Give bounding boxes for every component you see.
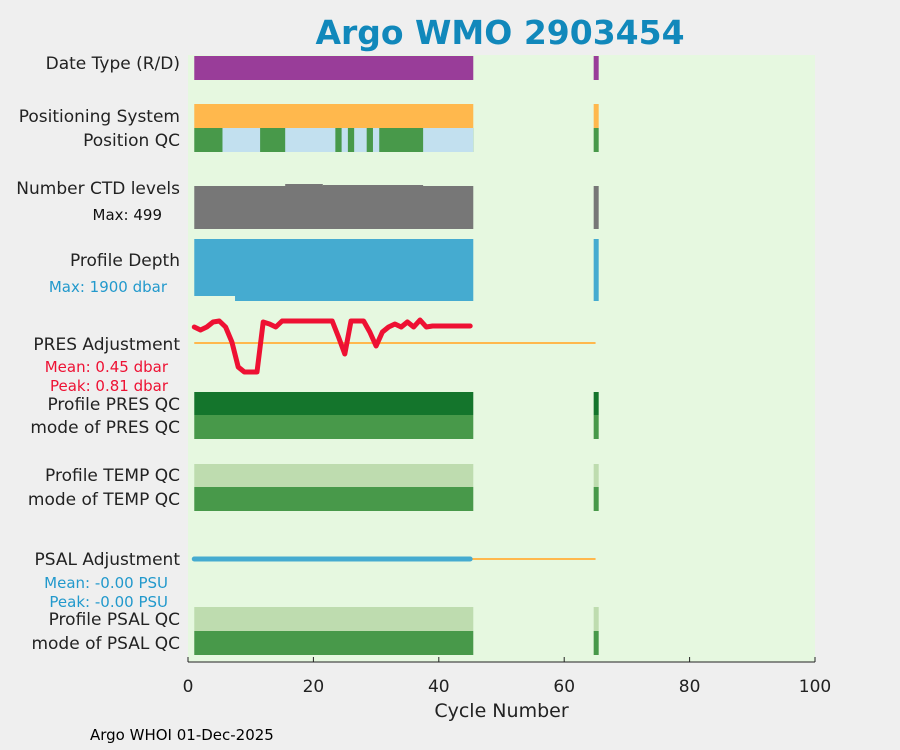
- profile-depth-bar-1: [593, 239, 599, 296]
- row-label-position-qc: Position QC: [83, 131, 180, 151]
- date-type-bar-1: [593, 56, 599, 80]
- mode-pres-qc-bar-0: [194, 415, 474, 439]
- row-label-profile-pres-qc: Profile PRES QC: [47, 395, 180, 415]
- profile-depth-bar-0: [194, 239, 474, 296]
- x-tick-label-40: 40: [428, 677, 450, 697]
- ctd-levels-bar-0: [194, 186, 474, 229]
- row-label-profile-temp-qc: Profile TEMP QC: [45, 466, 180, 486]
- profile-depth-deep: [235, 296, 474, 301]
- positioning-bar-1: [593, 104, 599, 128]
- chart-title: Argo WMO 2903454: [315, 13, 684, 52]
- row-label-mode-pres-qc: mode of PRES QC: [30, 418, 180, 438]
- mode-temp-qc-bar-0: [194, 487, 474, 511]
- profile-pres-qc-bar-1: [593, 392, 599, 415]
- ctd-levels-bar-1: [593, 186, 599, 229]
- x-axis-label: Cycle Number: [434, 700, 568, 722]
- x-tick-label-100: 100: [799, 677, 831, 697]
- psal-adjustment-stat-0: Mean: -0.00 PSU: [44, 574, 168, 592]
- ctd-levels-max-note: Max: 499: [93, 206, 162, 224]
- position-qc-flag-2: [341, 128, 348, 152]
- psal-adjustment-stat-1: Peak: -0.00 PSU: [49, 593, 168, 611]
- position-qc-flag-5: [423, 128, 474, 152]
- row-label-date-type: Date Type (R/D): [46, 54, 180, 74]
- x-tick-label-20: 20: [303, 677, 325, 697]
- x-tick-label-0: 0: [183, 677, 194, 697]
- pres-adjustment-line: [191, 317, 473, 375]
- profile-depth-deep-last: [593, 296, 599, 301]
- pres-adjustment-stat-1: Peak: 0.81 dbar: [50, 377, 169, 395]
- row-label-mode-temp-qc: mode of TEMP QC: [28, 490, 180, 510]
- row-label-positioning: Positioning System: [19, 107, 180, 127]
- footer-credit: Argo WHOI 01-Dec-2025: [90, 726, 274, 744]
- row-label-pres-adj: PRES Adjustment: [33, 335, 180, 355]
- position-qc-flag-3: [354, 128, 367, 152]
- profile-pres-qc-bar-0: [194, 392, 474, 415]
- row-label-psal-adj: PSAL Adjustment: [35, 550, 181, 570]
- mode-psal-qc-bar-0: [194, 631, 474, 655]
- x-tick-label-60: 60: [553, 677, 575, 697]
- positioning-bar-0: [194, 104, 474, 128]
- mode-temp-qc-bar-1: [593, 487, 599, 511]
- mode-pres-qc-bar-1: [593, 415, 599, 439]
- row-label-profile-depth: Profile Depth: [70, 251, 180, 271]
- row-label-mode-psal-qc: mode of PSAL QC: [31, 634, 180, 654]
- position-qc-flag-4: [372, 128, 380, 152]
- mode-psal-qc-bar-1: [593, 631, 599, 655]
- x-tick-label-80: 80: [679, 677, 701, 697]
- position-qc-flag-1: [285, 128, 336, 152]
- position-qc-bar-1: [593, 128, 599, 152]
- profile-temp-qc-bar-0: [194, 464, 474, 487]
- profile-temp-qc-bar-1: [593, 464, 599, 487]
- position-qc-flag-0: [222, 128, 261, 152]
- profile-depth-max-note: Max: 1900 dbar: [49, 278, 168, 296]
- row-label-ctd-levels: Number CTD levels: [16, 179, 180, 199]
- ctd-levels-max-a: [285, 184, 323, 186]
- pres-adjustment-stat-0: Mean: 0.45 dbar: [45, 358, 169, 376]
- profile-psal-qc-bar-1: [593, 607, 599, 631]
- row-label-profile-psal-qc: Profile PSAL QC: [49, 610, 180, 630]
- date-type-bar-0: [194, 56, 474, 80]
- profile-psal-qc-bar-0: [194, 607, 474, 631]
- ctd-levels-max-b: [322, 185, 424, 186]
